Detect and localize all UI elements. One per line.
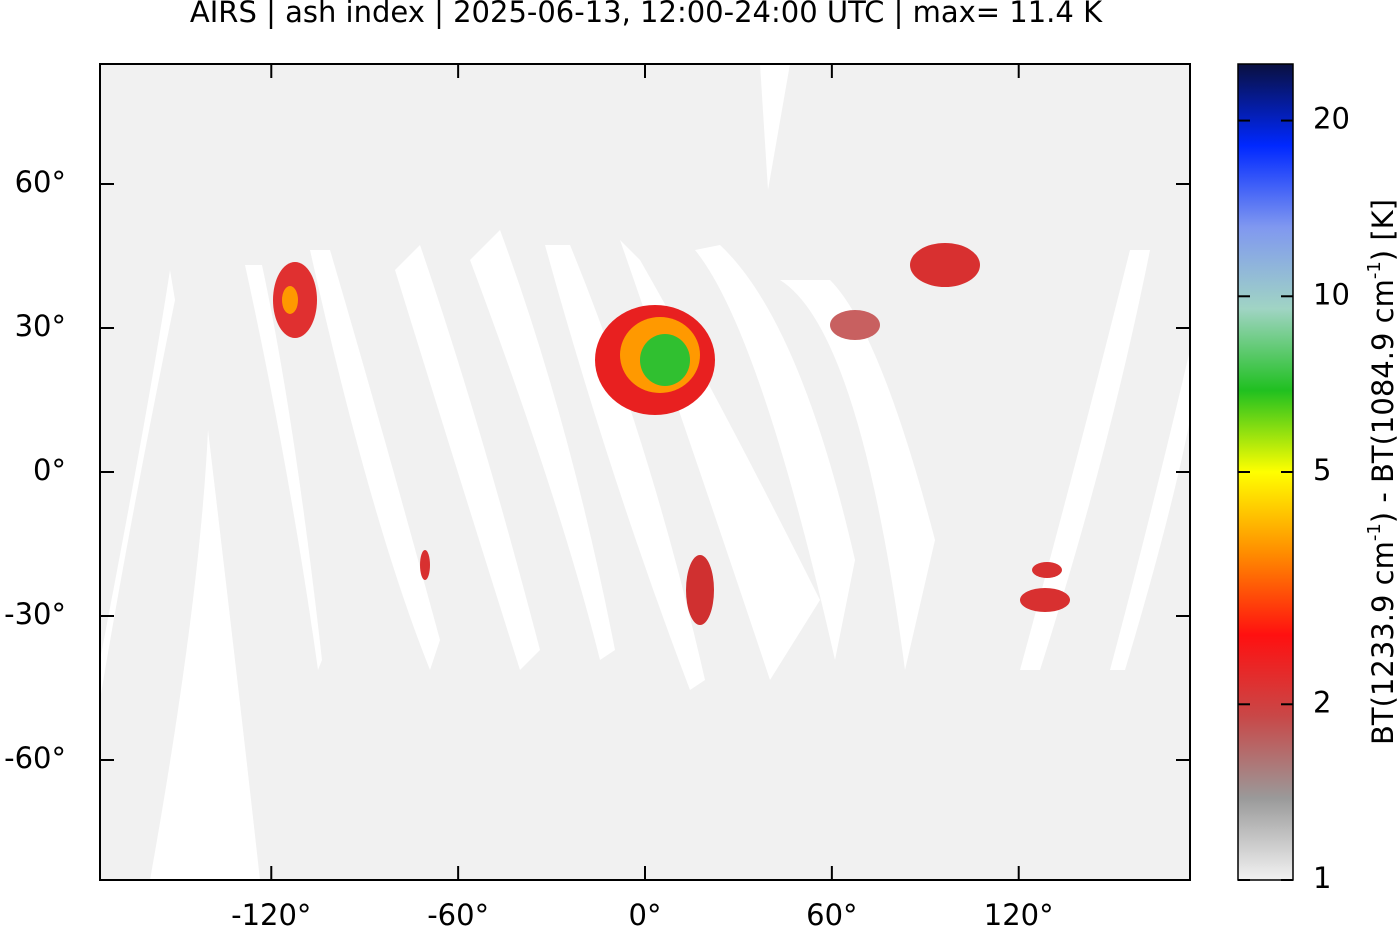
label-part: ) [K] — [1366, 199, 1400, 261]
superscript: -1 — [1364, 523, 1385, 541]
y-tick-label: -30° — [4, 597, 66, 631]
chart-title: AIRS | ash index | 2025-06-13, 12:00-24:… — [190, 0, 1103, 29]
x-tick-label: -60° — [427, 898, 489, 930]
label-part: BT(1233.9 cm — [1366, 541, 1400, 745]
superscript: -1 — [1364, 261, 1385, 279]
y-tick-label: -60° — [4, 741, 66, 775]
x-tick-label: 60° — [806, 898, 857, 930]
colorbar-tick-label: 5 — [1313, 453, 1331, 487]
colorbar-tick-label: 10 — [1313, 277, 1350, 311]
colorbar-tick-label: 20 — [1313, 102, 1350, 136]
x-tick-label: -120° — [231, 898, 311, 930]
ash-patches — [273, 243, 1070, 625]
colorbar-tick-label: 2 — [1313, 685, 1331, 719]
x-tick-label: 0° — [629, 898, 662, 930]
label-part: ) - BT(1084.9 cm — [1366, 279, 1400, 523]
x-tick-label: 120° — [984, 898, 1054, 930]
y-tick-label: 60° — [15, 165, 66, 199]
y-tick-label: 30° — [15, 309, 66, 343]
colorbar-tick-label: 1 — [1313, 861, 1331, 895]
y-tick-label: 0° — [33, 453, 66, 487]
map-raster — [100, 64, 1190, 880]
colorbar-label: BT(1233.9 cm-1) - BT(1084.9 cm-1) [K] — [1364, 199, 1400, 745]
